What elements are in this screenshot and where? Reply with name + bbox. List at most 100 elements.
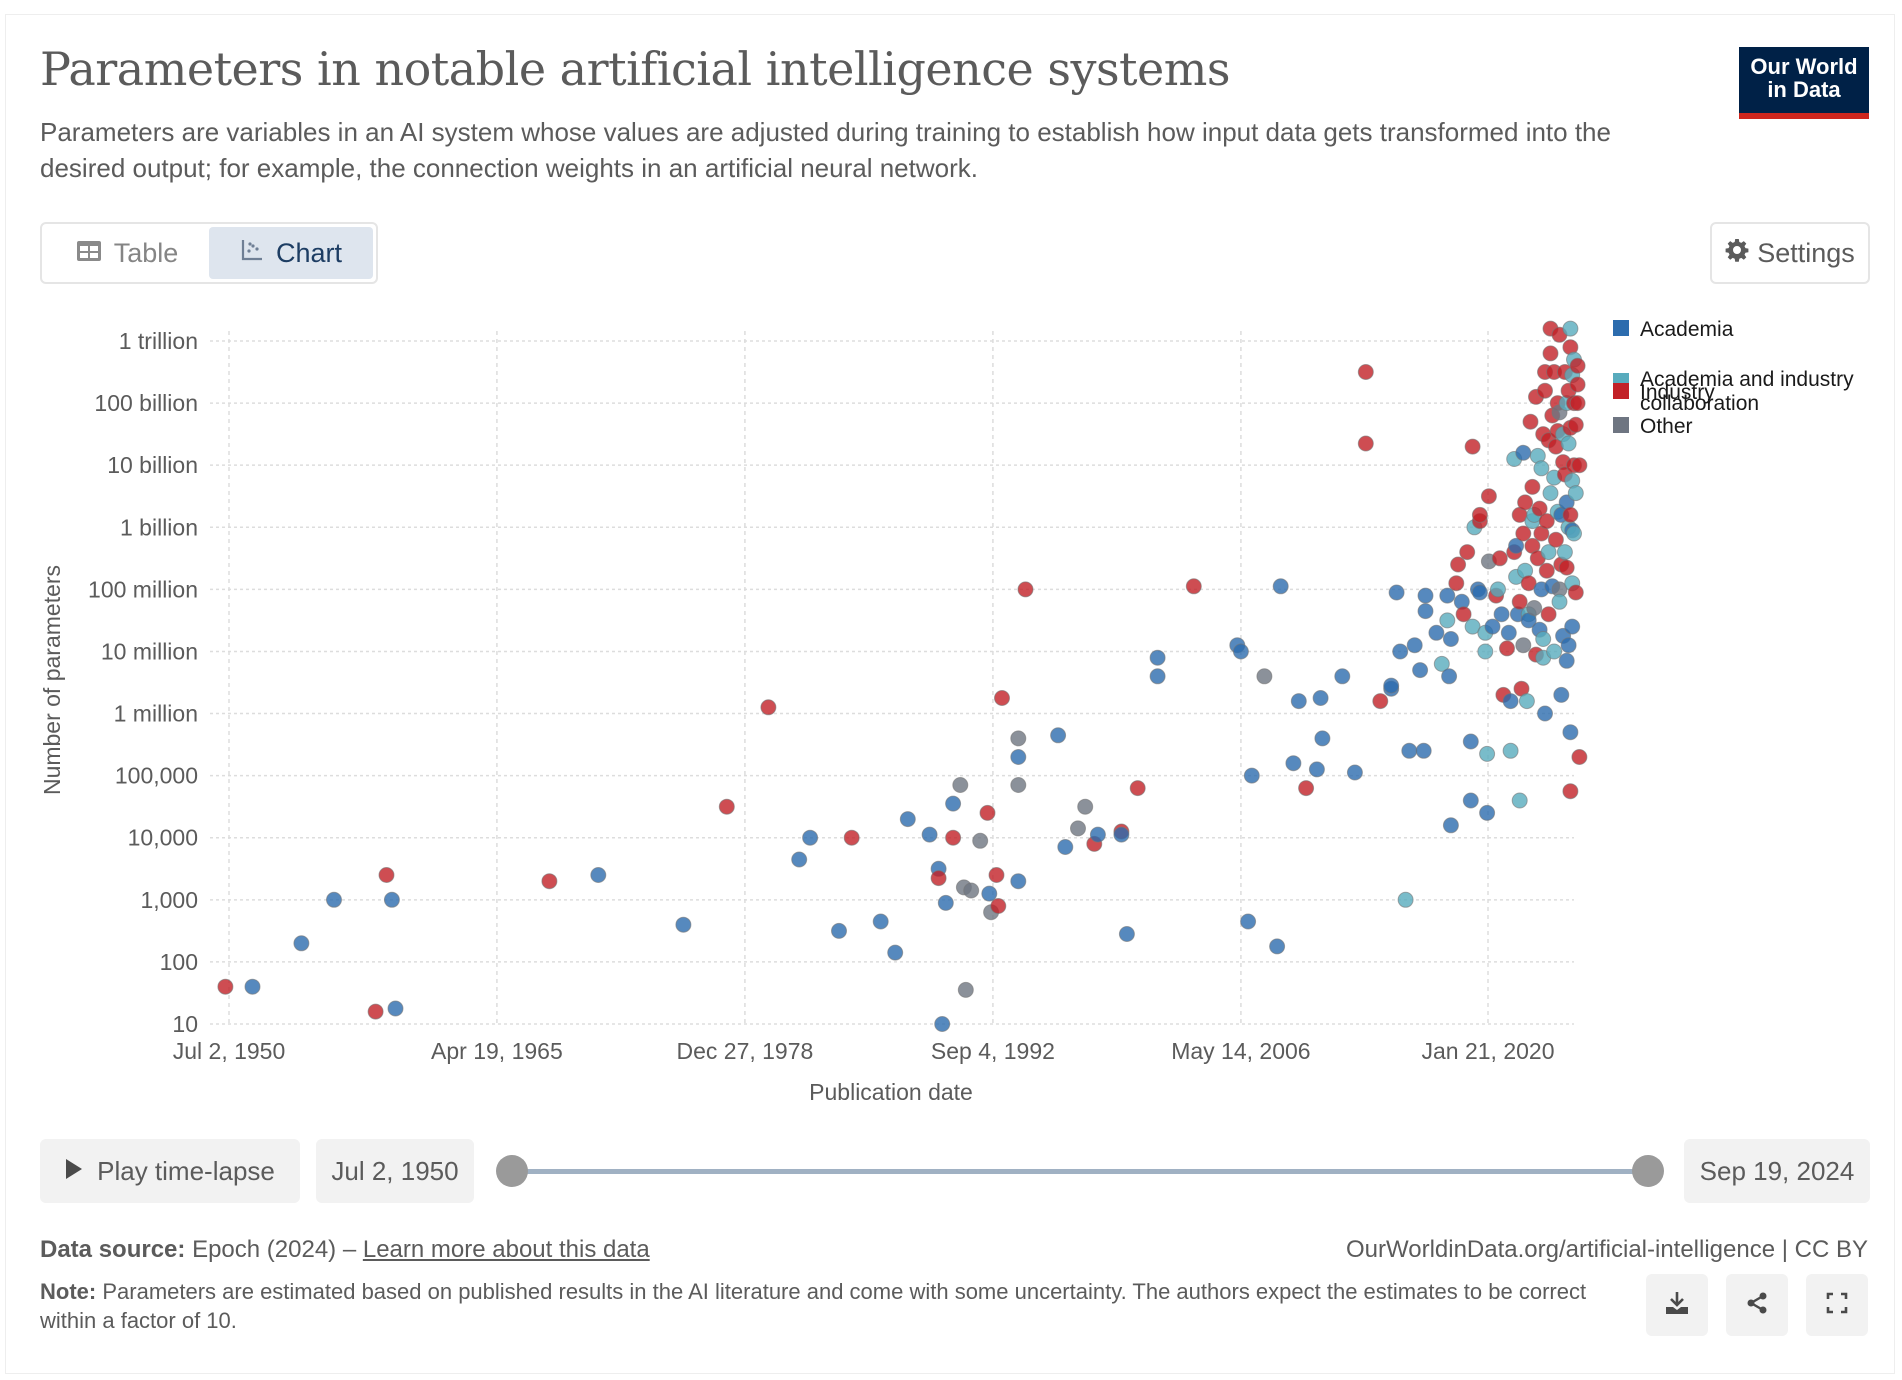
- timeline-start-handle[interactable]: [496, 1155, 528, 1187]
- data-point-academia[interactable]: [1010, 749, 1027, 765]
- tab-table[interactable]: Table: [45, 227, 209, 279]
- data-point-academia[interactable]: [1149, 668, 1166, 685]
- data-point-other[interactable]: [1256, 668, 1273, 685]
- data-point-academia[interactable]: [1334, 668, 1351, 685]
- settings-button[interactable]: Settings: [1710, 222, 1870, 284]
- timeline-track[interactable]: [512, 1169, 1648, 1174]
- data-point-academia-and-industry-collaboration[interactable]: [1556, 544, 1573, 561]
- data-point-academia[interactable]: [1442, 817, 1459, 834]
- data-point-industry[interactable]: [945, 829, 962, 846]
- data-point-other[interactable]: [1010, 730, 1027, 747]
- data-point-academia[interactable]: [1515, 444, 1532, 461]
- data-point-academia[interactable]: [872, 913, 889, 930]
- data-point-industry[interactable]: [1448, 575, 1465, 592]
- data-point-industry[interactable]: [843, 829, 860, 846]
- data-point-academia[interactable]: [1312, 690, 1329, 706]
- end-date-button[interactable]: Sep 19, 2024: [1684, 1139, 1870, 1203]
- data-point-academia[interactable]: [899, 811, 916, 828]
- data-point-academia[interactable]: [802, 829, 819, 846]
- data-point-industry[interactable]: [1562, 783, 1579, 800]
- data-point-industry[interactable]: [1471, 506, 1488, 523]
- data-point-academia-and-industry-collaboration[interactable]: [1433, 655, 1450, 672]
- data-point-academia-and-industry-collaboration[interactable]: [1397, 891, 1414, 908]
- data-point-other[interactable]: [1526, 600, 1543, 616]
- data-point-industry[interactable]: [979, 804, 996, 821]
- data-point-industry[interactable]: [1511, 593, 1528, 610]
- data-point-industry[interactable]: [1531, 500, 1548, 517]
- data-point-academia[interactable]: [1415, 742, 1432, 759]
- data-point-academia[interactable]: [293, 935, 310, 952]
- play-timelapse-button[interactable]: Play time-lapse: [40, 1139, 300, 1203]
- data-point-academia[interactable]: [1272, 578, 1289, 595]
- data-point-industry[interactable]: [1567, 584, 1584, 601]
- data-point-academia[interactable]: [1493, 606, 1510, 623]
- data-point-industry[interactable]: [1538, 562, 1555, 579]
- data-point-academia[interactable]: [1537, 705, 1553, 722]
- download-button[interactable]: [1646, 1274, 1708, 1336]
- data-point-industry[interactable]: [1517, 494, 1534, 511]
- data-point-other[interactable]: [1070, 820, 1086, 837]
- data-point-academia[interactable]: [387, 1000, 404, 1017]
- data-point-academia[interactable]: [1500, 624, 1517, 641]
- data-point-academia-and-industry-collaboration[interactable]: [1551, 593, 1568, 610]
- data-point-academia[interactable]: [1417, 603, 1434, 620]
- data-point-academia[interactable]: [1558, 652, 1575, 669]
- data-point-academia[interactable]: [1439, 587, 1456, 604]
- data-point-industry[interactable]: [1537, 382, 1553, 399]
- data-point-other[interactable]: [972, 832, 989, 849]
- data-point-academia[interactable]: [887, 944, 904, 961]
- data-point-industry[interactable]: [1017, 581, 1034, 598]
- data-point-industry[interactable]: [1558, 559, 1575, 576]
- data-point-industry[interactable]: [1547, 531, 1564, 548]
- data-point-academia-and-industry-collaboration[interactable]: [1562, 320, 1579, 337]
- data-point-academia[interactable]: [1089, 826, 1106, 843]
- data-point-industry[interactable]: [1522, 413, 1539, 430]
- data-point-academia[interactable]: [1149, 649, 1166, 666]
- data-point-industry[interactable]: [1538, 513, 1555, 530]
- data-point-academia[interactable]: [1314, 730, 1331, 747]
- tab-chart[interactable]: Chart: [209, 227, 373, 279]
- data-point-academia[interactable]: [1118, 926, 1135, 942]
- data-point-academia[interactable]: [981, 885, 998, 902]
- data-point-industry[interactable]: [1491, 550, 1508, 567]
- data-point-academia[interactable]: [1290, 693, 1307, 710]
- data-point-academia[interactable]: [1508, 537, 1525, 554]
- data-point-academia[interactable]: [1502, 693, 1519, 710]
- legend-item[interactable]: Industry: [1613, 381, 1715, 404]
- data-point-academia[interactable]: [1442, 631, 1459, 647]
- legend-item[interactable]: Academia: [1613, 318, 1734, 341]
- timeline-end-handle[interactable]: [1632, 1155, 1664, 1187]
- data-point-academia-and-industry-collaboration[interactable]: [1560, 435, 1577, 452]
- data-point-industry[interactable]: [1571, 749, 1588, 765]
- data-point-academia-and-industry-collaboration[interactable]: [1511, 792, 1528, 809]
- data-point-academia[interactable]: [1383, 677, 1400, 694]
- legend-item[interactable]: Other: [1613, 415, 1693, 438]
- data-point-academia[interactable]: [244, 978, 261, 995]
- data-point-academia-and-industry-collaboration[interactable]: [1566, 525, 1582, 542]
- data-point-academia[interactable]: [1553, 686, 1570, 703]
- data-point-academia-and-industry-collaboration[interactable]: [1542, 485, 1559, 502]
- data-point-academia[interactable]: [1471, 584, 1488, 601]
- data-point-academia[interactable]: [1232, 643, 1249, 660]
- data-point-academia-and-industry-collaboration[interactable]: [1535, 631, 1552, 647]
- share-button[interactable]: [1726, 1274, 1788, 1336]
- data-point-academia[interactable]: [1401, 742, 1418, 759]
- data-point-academia[interactable]: [675, 916, 692, 933]
- legend-item[interactable]: Academia and industry collaboration: [1613, 368, 1854, 415]
- data-point-industry[interactable]: [1357, 435, 1374, 452]
- data-point-industry[interactable]: [1569, 395, 1586, 412]
- data-point-industry[interactable]: [1480, 488, 1497, 505]
- data-point-industry[interactable]: [1569, 357, 1586, 374]
- data-point-academia[interactable]: [1388, 584, 1405, 601]
- data-point-industry[interactable]: [1567, 416, 1584, 433]
- data-point-academia[interactable]: [1484, 618, 1501, 635]
- data-point-other[interactable]: [963, 882, 980, 899]
- data-point-academia[interactable]: [945, 795, 962, 812]
- data-point-academia[interactable]: [1057, 839, 1074, 855]
- data-point-academia[interactable]: [326, 891, 342, 908]
- start-date-button[interactable]: Jul 2, 1950: [316, 1139, 474, 1203]
- data-point-academia[interactable]: [1417, 587, 1434, 604]
- data-point-academia[interactable]: [1560, 637, 1577, 654]
- data-point-industry[interactable]: [1464, 438, 1481, 455]
- data-point-academia[interactable]: [1346, 764, 1363, 781]
